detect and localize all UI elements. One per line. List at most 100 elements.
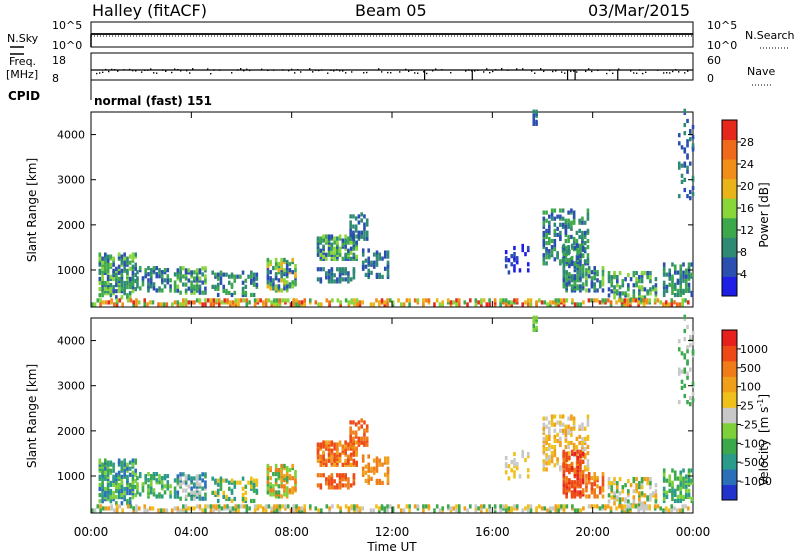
velocity-cell [198,504,202,509]
velocity-cell [621,497,625,502]
velocity-cell [319,442,323,447]
velocity-cell [215,504,218,509]
power-cell [184,268,188,273]
power-cell [123,266,126,271]
velocity-cell [158,474,161,479]
velocity-cell [349,420,352,425]
power-cell [272,282,275,287]
power-cell [627,283,630,288]
velocity-cell [638,491,641,496]
power-cell [579,302,582,307]
velocity-cell [195,482,199,487]
power-cell [618,285,622,290]
velocity-cell [624,483,627,488]
power-cell [252,282,256,287]
velocity-cell [532,327,536,332]
velocity-cell [370,466,373,471]
velocity-cell [583,446,587,452]
power-cell [679,288,683,294]
power-cell [607,275,611,280]
velocity-cell [360,424,363,429]
velocity-cell [349,483,353,488]
velocity-cell [388,504,392,509]
power-cell [545,228,548,233]
velocity-cell [562,457,566,462]
velocity-cell [688,395,692,401]
nave-dot [414,72,416,74]
power-cell [553,232,557,238]
nave-dot [333,70,335,72]
velocity-cell [131,470,135,475]
velocity-cell [176,506,180,511]
nave-dot [351,71,353,73]
power-cell [585,268,588,273]
power-cell [627,293,630,298]
nave-dot [576,71,578,73]
power-cell [117,276,121,282]
nave-dot [474,70,476,72]
velocity-cell [216,488,220,493]
power-cell [488,302,491,307]
time-tick-label: 20:00 [575,525,610,539]
power-cell [386,254,390,259]
velocity-cell [670,504,674,509]
power-cell [676,288,680,294]
velocity-cell [99,508,102,513]
power-cell [562,257,566,263]
velocity-cell [365,442,369,447]
power-cell [120,258,124,263]
power-cell [143,298,147,303]
velocity-cell [333,452,336,457]
velocity-cell [570,432,573,437]
power-cell [581,245,585,250]
velocity-cell [106,460,110,465]
nsky-label: N.Sky [7,32,39,45]
noise-right-tick-high: 10^5 [707,19,737,32]
velocity-cell [151,506,155,511]
velocity-cell [352,430,355,435]
velocity-cell [250,476,253,481]
power-cell [383,266,387,271]
nave-dot [423,71,425,73]
velocity-cell [559,436,562,442]
power-cell [104,300,108,305]
velocity-cell [220,506,224,511]
velocity-cell [187,484,191,489]
velocity-cell [504,455,508,461]
velocity-cell [435,504,439,509]
power-cell [327,234,331,239]
nave-dot [363,72,365,74]
power-cell [267,298,271,303]
velocity-cell [193,506,196,511]
velocity-cell [542,426,546,431]
power-cell [568,249,571,254]
power-cell [250,278,253,283]
power-cell [160,274,164,279]
power-cell [131,256,135,261]
velocity-cell [554,504,558,509]
power-cell [485,302,489,307]
power-cell [688,161,692,166]
velocity-cell [123,462,126,467]
power-cell [107,300,111,305]
nave-dot [321,69,323,71]
power-cell [173,280,177,285]
power-cell [341,238,345,243]
colorbar-swatch [722,330,737,346]
power-cell [123,284,126,290]
velocity-cell [344,440,347,445]
velocity-cell [230,488,234,493]
velocity-cell [277,474,281,479]
velocity-cell [347,442,350,447]
velocity-cell [535,506,538,511]
power-cell [673,264,677,269]
power-cell [565,245,568,250]
power-cell [556,232,559,238]
power-cell [499,298,502,303]
velocity-cell [269,465,272,471]
velocity-cell [212,508,216,513]
velocity-cell [357,420,361,425]
velocity-cell [110,504,113,509]
power-cell [583,259,587,264]
velocity-cell [618,501,622,506]
